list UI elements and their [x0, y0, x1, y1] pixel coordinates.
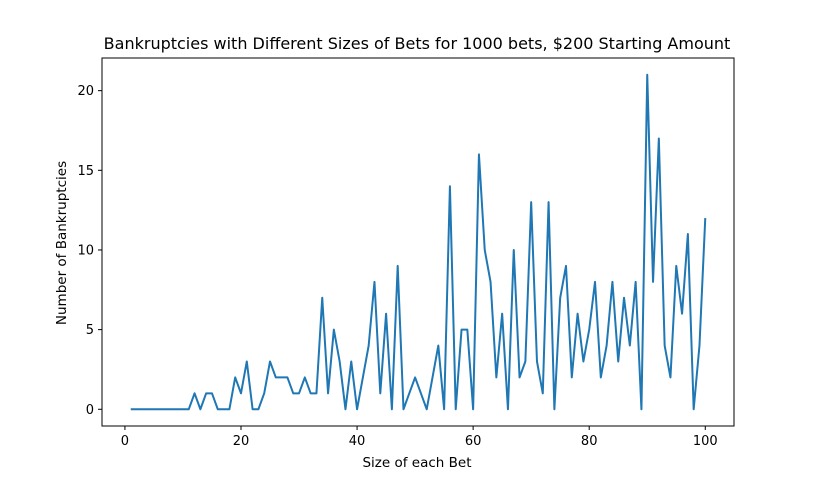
chart-title: Bankruptcies with Different Sizes of Bet…	[104, 34, 731, 53]
x-tick-label: 0	[121, 434, 129, 449]
y-tick-label: 15	[77, 164, 94, 179]
x-tick-label: 40	[349, 434, 366, 449]
x-tick-label: 60	[465, 434, 482, 449]
plot-area: 0 20 40 60 80 100 0 5 10 15 20	[77, 57, 735, 449]
x-tick-label: 20	[233, 434, 250, 449]
plot-frame	[101, 57, 735, 427]
y-axis-label: Number of Bankruptcies	[54, 161, 70, 325]
series-line-0	[130, 73, 707, 411]
x-tick-label: 80	[581, 434, 598, 449]
y-tick-label: 5	[86, 323, 94, 338]
x-tick-label: 100	[693, 434, 718, 449]
x-axis-label: Size of each Bet	[362, 455, 471, 471]
y-tick-label: 20	[77, 84, 94, 99]
y-tick-label: 0	[86, 403, 94, 418]
y-tick-label: 10	[77, 243, 94, 258]
